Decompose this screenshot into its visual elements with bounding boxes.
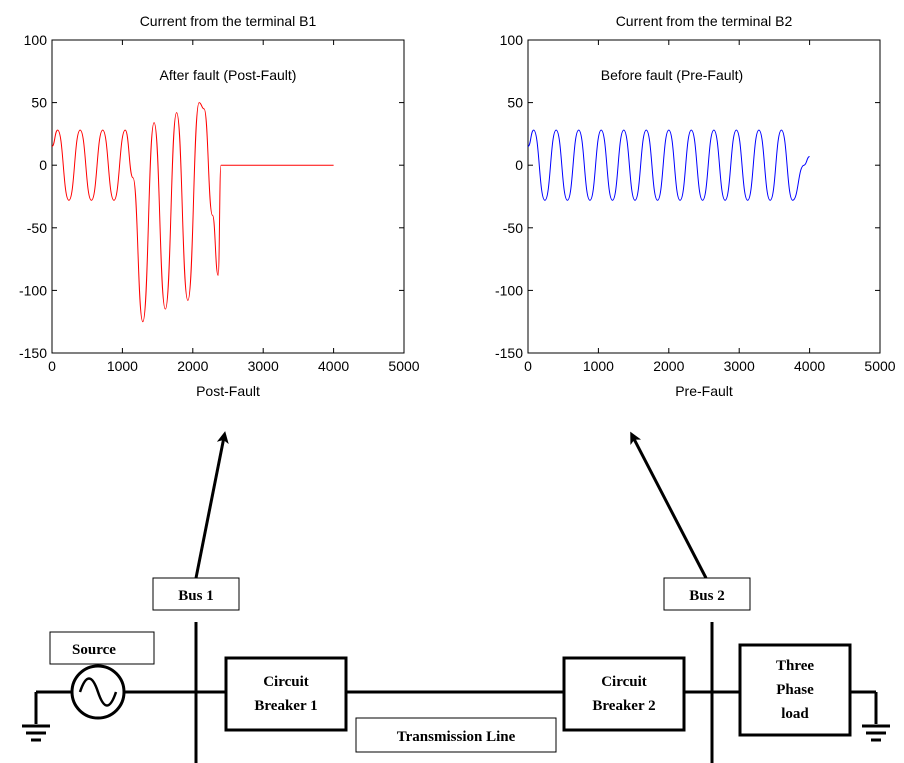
x-tick-label: 5000 <box>864 358 895 374</box>
bus1-label-box <box>152 577 240 611</box>
series-line-pre-fault <box>527 129 810 201</box>
plot-annotation: Before fault (Pre-Fault) <box>601 67 743 83</box>
x-tick-label: 0 <box>524 358 532 374</box>
y-tick-label: 0 <box>515 157 523 173</box>
y-tick-label: -100 <box>19 282 47 298</box>
tick-marks <box>527 39 881 354</box>
x-tick-label: 4000 <box>318 358 349 374</box>
x-tick-label: 2000 <box>653 358 684 374</box>
y-tick-label: 100 <box>500 32 524 48</box>
bus2-label: Bus 2 <box>689 588 724 604</box>
three-phase-load <box>738 643 852 737</box>
x-tick-label: 2000 <box>177 358 208 374</box>
tick-marks <box>51 39 405 354</box>
x-tick-label: 3000 <box>724 358 755 374</box>
y-tick-label: -50 <box>503 220 523 236</box>
ac-source-icon <box>70 664 126 720</box>
x-tick-label: 5000 <box>388 358 419 374</box>
y-tick-label: 50 <box>507 95 523 111</box>
load-label-line2: Phase <box>776 682 814 698</box>
x-axis-label: Pre-Fault <box>675 383 733 399</box>
x-tick-label: 1000 <box>107 358 138 374</box>
circuit-breaker-2 <box>562 656 686 732</box>
chart-pre-fault: Current from the terminal B2 0 1000 2000 30… <box>495 13 896 399</box>
circuit-breaker-1 <box>224 656 348 732</box>
ground-icon-left <box>22 724 50 742</box>
x-tick-label: 3000 <box>248 358 279 374</box>
bus1-label: Bus 1 <box>178 588 213 604</box>
load-label-line3: load <box>781 706 809 722</box>
plot-frame <box>527 39 881 354</box>
ground-icon-right <box>862 724 890 742</box>
y-tick-label: 100 <box>24 32 48 48</box>
plot-frame <box>51 39 405 354</box>
y-tick-label: -100 <box>495 282 523 298</box>
x-tick-label: 4000 <box>794 358 825 374</box>
series-line-post-fault <box>51 102 334 323</box>
cb2-label-line1: Circuit <box>601 674 647 690</box>
source-label-box <box>49 631 155 665</box>
single-line-diagram: Source Bus 1 Bus 2 Circuit Breaker 1 Cir… <box>22 577 890 763</box>
bus2-label-box <box>663 577 751 611</box>
chart-title: Current from the terminal B2 <box>616 13 793 29</box>
chart-title: Current from the terminal B1 <box>140 13 317 29</box>
cb1-label-line2: Breaker 1 <box>254 698 317 714</box>
plot-annotation: After fault (Post-Fault) <box>160 67 297 83</box>
transmission-line-label-box <box>355 717 557 753</box>
load-label-line1: Three <box>776 658 814 674</box>
arrow-bus2-to-chart <box>630 431 708 579</box>
y-tick-label: -150 <box>19 345 47 361</box>
y-tick-label: 0 <box>39 157 47 173</box>
x-tick-label: 0 <box>48 358 56 374</box>
tick-labels: 0 1000 2000 3000 4000 5000 100 50 0 -50 -100 -150 <box>495 32 896 374</box>
chart-post-fault: Current from the terminal B1 0 1000 2000 30… <box>19 13 420 399</box>
tick-labels: 0 1000 2000 3000 4000 5000 100 50 0 -50 -100 -150 <box>19 32 420 374</box>
arrow-bus1-to-chart <box>194 431 229 579</box>
x-axis-label: Post-Fault <box>196 383 260 399</box>
cb1-label-line1: Circuit <box>263 674 309 690</box>
y-tick-label: -150 <box>495 345 523 361</box>
transmission-line-label: Transmission Line <box>397 729 516 745</box>
y-tick-label: -50 <box>27 220 47 236</box>
cb2-label-line2: Breaker 2 <box>592 698 655 714</box>
source-label: Source <box>72 642 116 658</box>
y-tick-label: 50 <box>31 95 47 111</box>
x-tick-label: 1000 <box>583 358 614 374</box>
